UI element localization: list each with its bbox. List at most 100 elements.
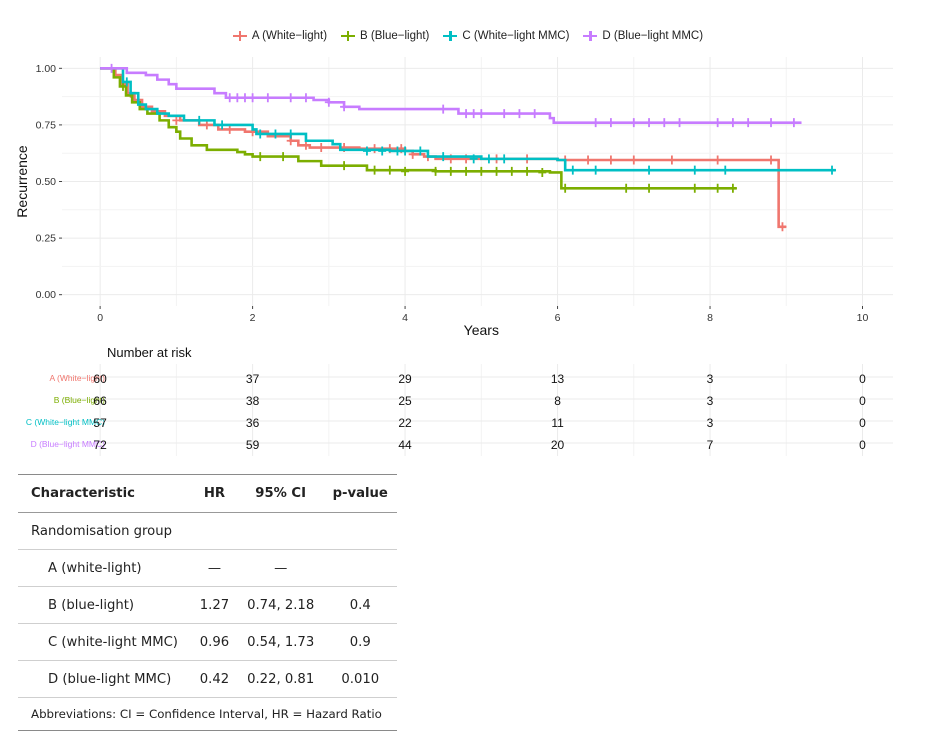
hr-cell: 1.27 <box>191 586 238 624</box>
row-label: B (blue-light) <box>18 586 192 624</box>
censor-mark <box>279 152 288 162</box>
censor-mark <box>122 77 131 87</box>
risk-table-title: Number at risk <box>107 345 192 360</box>
risk-count: 3 <box>706 372 714 386</box>
legend-item-c: C (White−light MMC) <box>443 30 569 42</box>
censor-mark <box>515 109 524 119</box>
risk-count: 36 <box>245 416 260 430</box>
y-tick-label: 1.00 <box>36 63 57 75</box>
censor-mark <box>340 161 349 171</box>
censor-mark <box>439 104 448 114</box>
censor-mark <box>713 155 722 165</box>
censor-mark <box>225 124 234 134</box>
censor-mark <box>568 165 577 175</box>
censor-mark <box>195 115 204 125</box>
p-cell: 0.010 <box>323 660 397 698</box>
x-tick-label: 6 <box>555 312 561 324</box>
table-row: B (blue-light) 1.27 0.74, 2.18 0.4 <box>18 586 397 624</box>
legend-key-a <box>232 30 247 42</box>
censor-mark <box>370 165 379 175</box>
censor-mark <box>462 166 471 176</box>
censor-mark <box>591 118 600 128</box>
risk-count: 11 <box>551 416 564 430</box>
risk-count: 59 <box>245 438 260 452</box>
censor-mark <box>469 154 478 164</box>
risk-count: 0 <box>859 438 866 452</box>
censor-mark <box>202 120 211 130</box>
hr-cell: 0.42 <box>191 660 238 698</box>
legend-label-a: A (White−light) <box>251 30 328 42</box>
censor-mark <box>324 97 333 107</box>
censor-mark <box>561 183 570 193</box>
censor-mark <box>225 93 234 103</box>
censor-mark <box>469 109 478 119</box>
censor-mark <box>233 93 242 103</box>
p-cell: 0.4 <box>323 586 397 624</box>
censor-mark <box>462 109 471 119</box>
censor-mark <box>317 143 326 153</box>
legend-key-d <box>583 30 598 42</box>
censor-mark <box>667 155 676 165</box>
table-cell <box>323 512 397 550</box>
censor-mark <box>584 155 593 165</box>
p-cell <box>323 549 397 587</box>
censor-mark <box>606 155 615 165</box>
censor-mark <box>523 166 532 176</box>
row-label: D (blue-light MMC) <box>18 660 192 698</box>
y-tick-label: 0.75 <box>36 119 57 131</box>
legend-label-d: D (Blue−light MMC) <box>602 30 704 42</box>
risk-count: 20 <box>550 438 565 452</box>
censor-mark <box>728 118 737 128</box>
ci-cell: 0.22, 0.81 <box>237 660 324 698</box>
censor-mark <box>606 118 615 128</box>
table-footnote: Abbreviations: CI = Confidence Interval,… <box>18 697 397 731</box>
risk-count: 44 <box>398 438 412 452</box>
censor-mark <box>690 183 699 193</box>
legend-label-c: C (White−light MMC) <box>462 30 570 42</box>
y-axis-title: Recurrence <box>14 145 30 218</box>
censor-mark <box>439 152 448 162</box>
x-tick-label: 8 <box>707 312 713 324</box>
table-row-group: Randomisation group <box>18 512 397 550</box>
censor-mark <box>477 166 486 176</box>
censor-mark <box>500 154 509 164</box>
censor-mark <box>660 118 669 128</box>
risk-count: 13 <box>550 372 565 386</box>
x-tick-label: 2 <box>250 312 256 324</box>
censor-mark <box>172 115 181 125</box>
risk-count: 38 <box>245 394 260 408</box>
hazard-ratio-table: Characteristic HR 95% CI p-value Randomi… <box>18 474 397 731</box>
censor-mark <box>416 146 425 156</box>
censor-mark <box>385 165 394 175</box>
censor-mark <box>645 118 654 128</box>
censor-mark <box>118 81 127 91</box>
risk-count: 0 <box>859 372 866 386</box>
censor-mark <box>401 166 410 176</box>
censor-mark <box>778 222 787 232</box>
censor-mark <box>271 129 280 139</box>
censor-mark <box>721 165 730 175</box>
censor-mark <box>622 183 631 193</box>
risk-count: 0 <box>859 394 866 408</box>
p-cell: 0.9 <box>323 623 397 661</box>
censor-mark <box>393 146 402 156</box>
table-footnote-row: Abbreviations: CI = Confidence Interval,… <box>18 697 397 731</box>
censor-mark <box>530 109 539 119</box>
censor-mark <box>713 118 722 128</box>
censor-mark <box>767 155 776 165</box>
table-row: C (white-light MMC) 0.96 0.54, 1.73 0.9 <box>18 623 397 661</box>
legend-item-a: A (White−light) <box>232 30 328 42</box>
hr-cell: — <box>191 549 238 587</box>
censor-mark <box>107 63 116 73</box>
risk-count: 22 <box>398 416 412 430</box>
censor-mark <box>256 129 265 139</box>
table-cell <box>191 512 238 550</box>
censor-mark <box>538 167 547 177</box>
km-plot: 0.00 0.25 0.50 0.75 1.00 0 2 4 6 8 10 Years Recurren… <box>14 57 893 338</box>
censor-mark <box>431 166 440 176</box>
table-cell <box>237 512 324 550</box>
risk-count: 66 <box>93 394 107 408</box>
censor-mark <box>728 183 737 193</box>
chart-legend: A (White−light) B (Blue−light) C (White−… <box>0 30 936 42</box>
censor-mark <box>629 155 638 165</box>
